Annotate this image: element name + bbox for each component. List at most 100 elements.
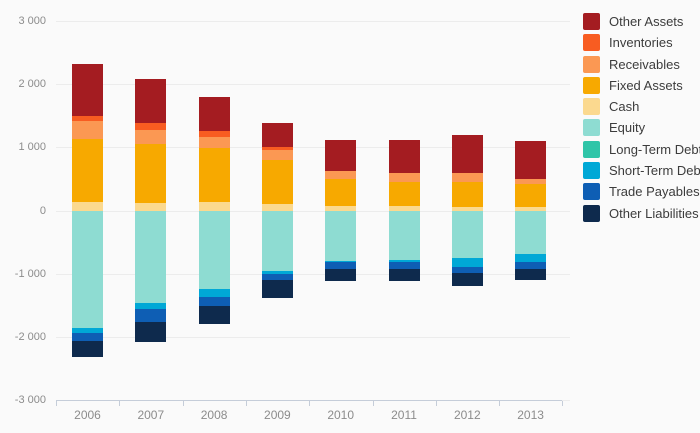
- bar-segment-cash-2008[interactable]: [198, 201, 230, 211]
- legend-item-other-assets[interactable]: Other Assets: [583, 13, 700, 30]
- bar-segment-other-liabilities-2010[interactable]: [325, 269, 357, 281]
- bar-segment-equity-2009[interactable]: [262, 210, 294, 272]
- bar-segment-other-liabilities-2013[interactable]: [515, 269, 547, 281]
- legend-item-equity[interactable]: Equity: [583, 119, 700, 137]
- bar-segment-equity-2011[interactable]: [388, 210, 420, 260]
- bar-segment-other-assets-2011[interactable]: [388, 140, 420, 173]
- bar-segment-short-term-debt-2009[interactable]: [262, 271, 294, 275]
- legend-item-other-liabilities[interactable]: Other Liabilities: [583, 204, 700, 222]
- bar-segment-trade-payables-2009[interactable]: [262, 274, 294, 281]
- bar-segment-inventories-2007[interactable]: [135, 123, 167, 130]
- bar-segment-short-term-debt-2012[interactable]: [451, 257, 483, 268]
- bar-segment-cash-2009[interactable]: [262, 203, 294, 211]
- bar-segment-fixed-assets-2010[interactable]: [325, 179, 357, 207]
- bar-segment-trade-payables-2008[interactable]: [198, 297, 230, 307]
- x-axis-tick: [119, 400, 121, 406]
- bar-segment-receivables-2011[interactable]: [388, 172, 420, 183]
- bar-segment-trade-payables-2011[interactable]: [388, 262, 420, 270]
- bar-segment-other-assets-2008[interactable]: [198, 96, 230, 131]
- bar-segment-other-assets-2007[interactable]: [135, 79, 167, 124]
- bar-segment-trade-payables-2013[interactable]: [515, 262, 547, 270]
- y-axis-label--3000: -3 000: [14, 394, 46, 407]
- legend-item-trade-payables[interactable]: Trade Payables: [583, 183, 700, 201]
- bar-segment-inventories-2006[interactable]: [72, 116, 104, 122]
- bar-segment-cash-2011[interactable]: [388, 206, 420, 211]
- legend-label-short-term-debt: Short-Term Debt: [609, 163, 700, 179]
- x-axis-label-2010: 2010: [327, 407, 355, 422]
- legend-label-other-liabilities: Other Liabilities: [609, 205, 699, 221]
- bar-segment-other-assets-2010[interactable]: [325, 140, 357, 171]
- bar-segment-short-term-debt-2010[interactable]: [325, 260, 357, 263]
- legend-swatch-cash: [583, 98, 600, 116]
- legend-swatch-short-term-debt: [583, 162, 600, 180]
- x-axis-label-2013: 2013: [517, 407, 544, 422]
- legend-item-receivables[interactable]: Receivables: [583, 55, 700, 73]
- bar-segment-short-term-debt-2007[interactable]: [135, 303, 167, 310]
- legend-swatch-trade-payables: [583, 183, 600, 201]
- bar-segment-other-liabilities-2011[interactable]: [388, 269, 420, 281]
- bar-segment-other-liabilities-2009[interactable]: [262, 280, 294, 299]
- x-axis-tick: [435, 400, 437, 406]
- legend-swatch-receivables: [583, 55, 600, 73]
- bar-segment-other-assets-2013[interactable]: [515, 141, 547, 179]
- bar-segment-cash-2010[interactable]: [325, 206, 357, 211]
- legend-item-fixed-assets[interactable]: Fixed Assets: [583, 76, 700, 94]
- bar-segment-fixed-assets-2011[interactable]: [388, 182, 420, 207]
- bar-segment-other-assets-2006[interactable]: [72, 63, 104, 117]
- bar-segment-equity-2008[interactable]: [198, 210, 230, 289]
- bar-segment-trade-payables-2007[interactable]: [135, 309, 167, 322]
- x-axis-tick: [56, 400, 57, 406]
- bar-segment-cash-2007[interactable]: [135, 203, 167, 211]
- bar-segment-receivables-2012[interactable]: [451, 173, 483, 182]
- bar-segment-other-liabilities-2012[interactable]: [451, 273, 483, 287]
- bar-segment-cash-2006[interactable]: [72, 202, 104, 211]
- legend-item-long-term-debt[interactable]: Long-Term Debt: [583, 140, 700, 158]
- legend-item-inventories[interactable]: Inventories: [583, 34, 700, 52]
- bar-segment-equity-2013[interactable]: [515, 210, 547, 254]
- bar-segment-other-assets-2009[interactable]: [262, 122, 294, 148]
- bar-segment-equity-2012[interactable]: [451, 210, 483, 258]
- bar-segment-cash-2012[interactable]: [451, 206, 483, 211]
- bar-segment-other-liabilities-2008[interactable]: [198, 306, 230, 325]
- bar-segment-receivables-2006[interactable]: [72, 121, 104, 140]
- bar-segment-short-term-debt-2013[interactable]: [515, 253, 547, 263]
- bar-segment-inventories-2009[interactable]: [262, 147, 294, 150]
- bar-segment-other-liabilities-2006[interactable]: [72, 340, 104, 358]
- bar-segment-other-assets-2012[interactable]: [451, 134, 483, 174]
- bar-segment-trade-payables-2010[interactable]: [325, 262, 357, 270]
- bar-segment-receivables-2008[interactable]: [198, 136, 230, 149]
- bar-segment-fixed-assets-2006[interactable]: [72, 139, 104, 203]
- y-axis-label--1000: -1 000: [14, 267, 46, 280]
- legend-swatch-fixed-assets: [583, 76, 600, 94]
- bar-segment-fixed-assets-2007[interactable]: [135, 144, 167, 204]
- bar-segment-short-term-debt-2011[interactable]: [388, 259, 420, 263]
- bar-segment-other-liabilities-2007[interactable]: [135, 321, 167, 343]
- legend-label-other-assets: Other Assets: [609, 14, 684, 29]
- bar-segment-trade-payables-2006[interactable]: [72, 333, 104, 341]
- bar-segment-cash-2013[interactable]: [515, 207, 547, 211]
- bar-segment-receivables-2013[interactable]: [515, 179, 547, 185]
- bar-segment-equity-2007[interactable]: [135, 210, 167, 304]
- bar-segment-inventories-2008[interactable]: [198, 130, 230, 137]
- gridline--2000: [56, 337, 570, 338]
- bar-segment-short-term-debt-2008[interactable]: [198, 288, 230, 298]
- gridline-1000: [56, 147, 570, 149]
- chart-legend: Other Assets Inventories Receivables Fixed …: [583, 13, 700, 226]
- bar-segment-equity-2010[interactable]: [325, 210, 357, 261]
- legend-item-short-term-debt[interactable]: Short-Term Debt: [583, 162, 700, 180]
- bar-segment-receivables-2009[interactable]: [262, 149, 294, 160]
- legend-label-fixed-assets: Fixed Assets: [609, 77, 683, 93]
- bar-segment-fixed-assets-2012[interactable]: [451, 181, 483, 207]
- x-axis-label-2011: 2011: [391, 407, 417, 422]
- bar-segment-short-term-debt-2006[interactable]: [72, 327, 104, 334]
- bar-segment-equity-2006[interactable]: [72, 210, 104, 328]
- x-axis-label-2012: 2012: [453, 407, 481, 422]
- bar-segment-trade-payables-2012[interactable]: [451, 267, 483, 274]
- bar-segment-receivables-2010[interactable]: [325, 170, 357, 179]
- bar-segment-fixed-assets-2009[interactable]: [262, 159, 294, 204]
- legend-item-cash[interactable]: Cash: [583, 98, 700, 116]
- bar-segment-receivables-2007[interactable]: [135, 129, 167, 145]
- bar-segment-fixed-assets-2013[interactable]: [515, 184, 547, 208]
- bar-segment-fixed-assets-2008[interactable]: [198, 148, 230, 202]
